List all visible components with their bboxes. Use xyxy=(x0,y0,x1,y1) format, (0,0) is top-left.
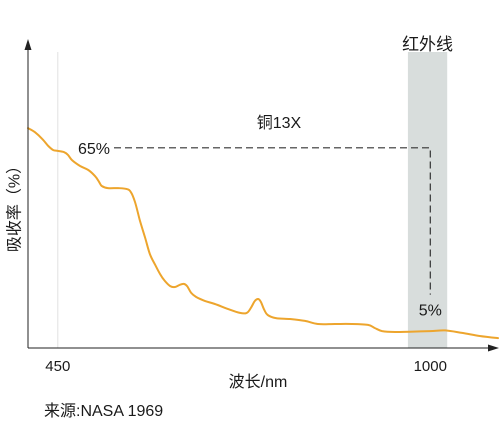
y-axis-arrow xyxy=(24,39,32,50)
infrared-band xyxy=(407,52,448,348)
series-layer xyxy=(27,127,499,340)
annotation-end-label: 5% xyxy=(419,303,442,320)
absorption-curve xyxy=(27,127,499,340)
gridlines xyxy=(57,52,431,348)
annotation-label: 铜13X xyxy=(257,114,302,132)
source-note: 来源:NASA 1969 xyxy=(44,402,163,420)
annotation-start-label: 65% xyxy=(78,141,110,158)
annotation-dashed-line xyxy=(114,147,431,295)
x-tick-label-1000: 1000 xyxy=(414,358,447,375)
x-tick-label-450: 450 xyxy=(45,358,70,375)
x-tick-labels: 450 1000 xyxy=(45,358,447,375)
x-axis-arrow xyxy=(488,344,499,352)
infrared-band-label: 红外线 xyxy=(402,35,453,54)
y-axis-label: 吸收率（%） xyxy=(6,158,24,252)
x-axis-label: 波长/nm xyxy=(229,373,288,391)
